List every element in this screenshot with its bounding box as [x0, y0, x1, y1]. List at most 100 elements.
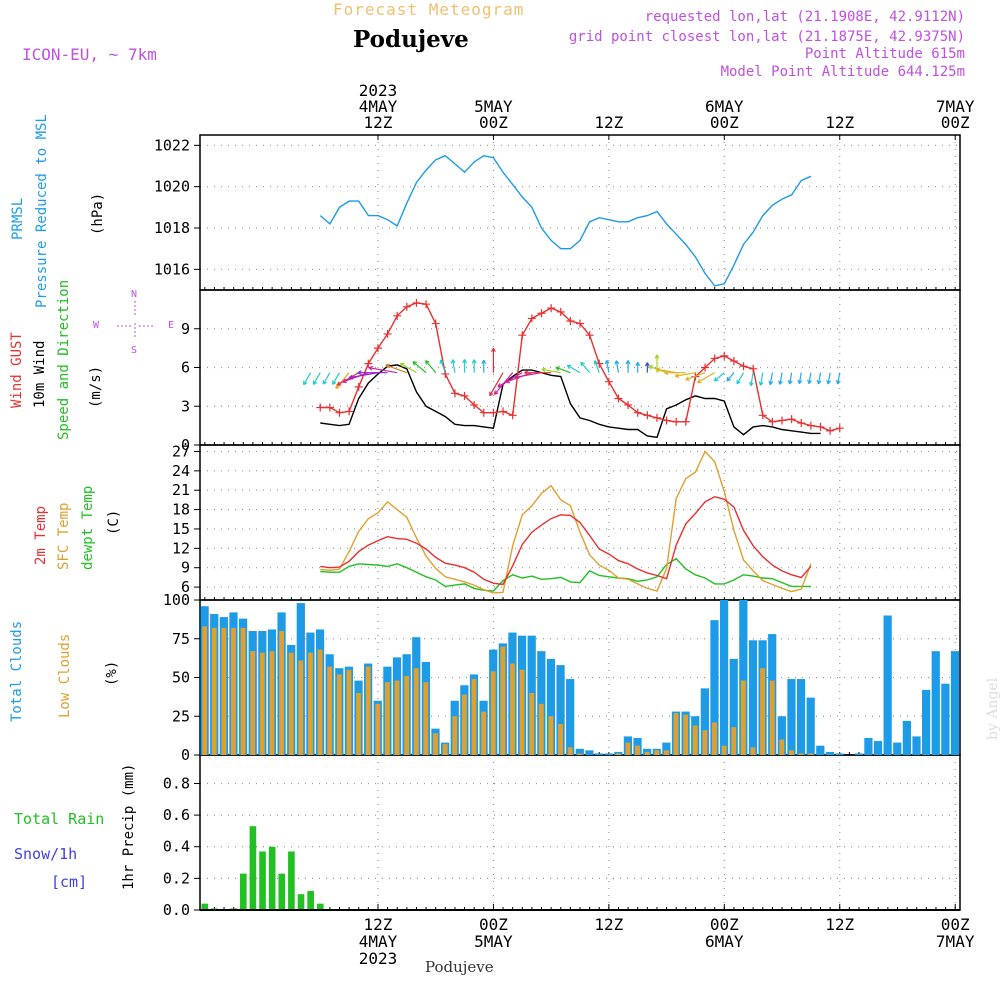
- panel-frame-precipitation: [199, 754, 961, 911]
- label-speed-direction: Speed and Direction: [56, 279, 72, 440]
- wind-direction-arrow: [736, 372, 745, 385]
- rain-bar: [259, 851, 266, 910]
- wind-arrow-head: [439, 359, 445, 364]
- time-label-bottom: 6MAY: [705, 932, 744, 951]
- panel-frame-pressure: [199, 134, 961, 291]
- low-cloud-bar: [240, 627, 246, 755]
- requested-coords: requested lon,lat (21.1908E, 42.9112N): [644, 9, 965, 25]
- wind-arrow-head: [635, 361, 641, 367]
- time-label-top: 12Z: [364, 113, 393, 132]
- low-cloud-bar: [346, 669, 352, 755]
- time-label-bottom: 12Z: [594, 915, 623, 934]
- low-cloud-bar: [558, 724, 563, 755]
- wind-direction-arrow: [837, 372, 841, 385]
- wind-direction-arrow: [685, 372, 706, 381]
- total-cloud-bar: [594, 753, 604, 755]
- wind-arrow-head: [625, 360, 631, 365]
- location-title: Podujeve: [353, 26, 469, 53]
- rain-bar: [201, 903, 209, 910]
- low-cloud-bar: [211, 627, 217, 755]
- ytick-label-wind: 3: [181, 397, 190, 415]
- gust-point-marker: [835, 424, 844, 433]
- ytick-label-pressure: 1022: [154, 136, 190, 154]
- wind-arrow-head: [385, 363, 390, 369]
- wind-direction-arrow: [452, 359, 456, 373]
- wind-arrow-head: [654, 354, 660, 359]
- time-label-top: 12Z: [825, 113, 854, 132]
- wind-direction-arrow: [514, 372, 542, 378]
- wind-direction-arrow: [606, 360, 610, 373]
- footer-location: Podujeve: [425, 958, 494, 976]
- wind-direction-arrow: [759, 372, 764, 386]
- low-cloud-bar: [394, 680, 400, 755]
- gust-point-marker: [499, 407, 508, 416]
- time-label-bottom: 7MAY: [936, 932, 975, 951]
- wind-arrow-head: [555, 366, 561, 371]
- label-celsius: (C): [106, 509, 122, 535]
- ytick-label-precipitation: 0.8: [163, 774, 190, 792]
- ytick-label-wind: 9: [181, 320, 190, 338]
- total-cloud-bar: [835, 753, 844, 755]
- low-cloud-bar: [635, 745, 640, 755]
- low-cloud-bar: [750, 747, 756, 755]
- low-cloud-bar: [452, 716, 458, 755]
- gust-point-marker: [739, 362, 748, 371]
- wind-arrow-head: [541, 367, 546, 373]
- wind-direction-arrow: [615, 360, 620, 373]
- label-10m-wind: 10m Wind: [32, 340, 48, 408]
- low-cloud-bar: [577, 753, 583, 755]
- label-low-clouds: Low Clouds: [57, 633, 73, 718]
- legend-total-rain: Total Rain: [14, 810, 105, 828]
- wind-arrow-head: [736, 379, 741, 385]
- wind-direction-arrow: [827, 372, 831, 385]
- credit-watermark: by Angel: [985, 677, 1000, 740]
- total-cloud-bar: [575, 748, 584, 755]
- total-cloud-bar: [604, 753, 613, 755]
- total-cloud-bar: [662, 742, 671, 755]
- gust-point-marker: [672, 417, 681, 426]
- low-cloud-bar: [548, 716, 554, 755]
- label-2m-temp: 2m Temp: [33, 505, 49, 565]
- label-1hr-precip: 1hr Precip (mm): [121, 763, 137, 890]
- low-cloud-bar: [327, 666, 333, 755]
- wind-arrow-head: [312, 380, 318, 385]
- total-cloud-bar: [931, 651, 940, 755]
- low-cloud-bar: [490, 671, 496, 755]
- low-cloud-bar: [433, 733, 438, 755]
- rain-bar: [268, 846, 276, 910]
- low-cloud-bar: [529, 693, 535, 755]
- wind-arrow-head: [614, 360, 620, 365]
- gust-point-marker: [547, 304, 556, 313]
- low-cloud-bar: [702, 730, 708, 755]
- wind-direction-arrow: [779, 372, 783, 385]
- gust-point-marker: [826, 426, 835, 435]
- wind-arrow-head: [489, 391, 494, 397]
- low-cloud-bar: [615, 753, 621, 755]
- time-label-top: 00Z: [710, 113, 739, 132]
- wind-direction-arrow: [342, 372, 369, 383]
- time-label-bottom: 00Z: [710, 915, 739, 934]
- wind-direction-arrow: [555, 366, 571, 374]
- total-cloud-bar: [816, 745, 825, 755]
- time-label-bottom: 00Z: [941, 915, 970, 934]
- wind-arrow-head: [816, 380, 822, 385]
- low-cloud-bar: [510, 663, 515, 755]
- wind-direction-arrow: [412, 361, 427, 374]
- gust-point-marker: [479, 408, 488, 417]
- gust-point-marker: [652, 413, 661, 422]
- rain-bar: [316, 903, 324, 910]
- compass-e: E: [168, 320, 175, 331]
- ytick-label-wind: 6: [181, 359, 190, 377]
- label-percent: (%): [104, 660, 120, 686]
- low-cloud-bar: [673, 713, 679, 755]
- wind-direction-arrow: [368, 367, 398, 374]
- legend-snow-unit: [cm]: [51, 873, 88, 891]
- dewpoint-line: [320, 557, 811, 592]
- gust-point-marker: [806, 421, 815, 430]
- wind-direction-arrow: [697, 372, 715, 384]
- wind-direction-arrow: [541, 368, 561, 374]
- low-cloud-bar: [798, 753, 804, 755]
- gust-point-marker: [729, 357, 738, 366]
- wind-direction-arrow: [322, 372, 331, 385]
- gust-point-marker: [335, 408, 344, 417]
